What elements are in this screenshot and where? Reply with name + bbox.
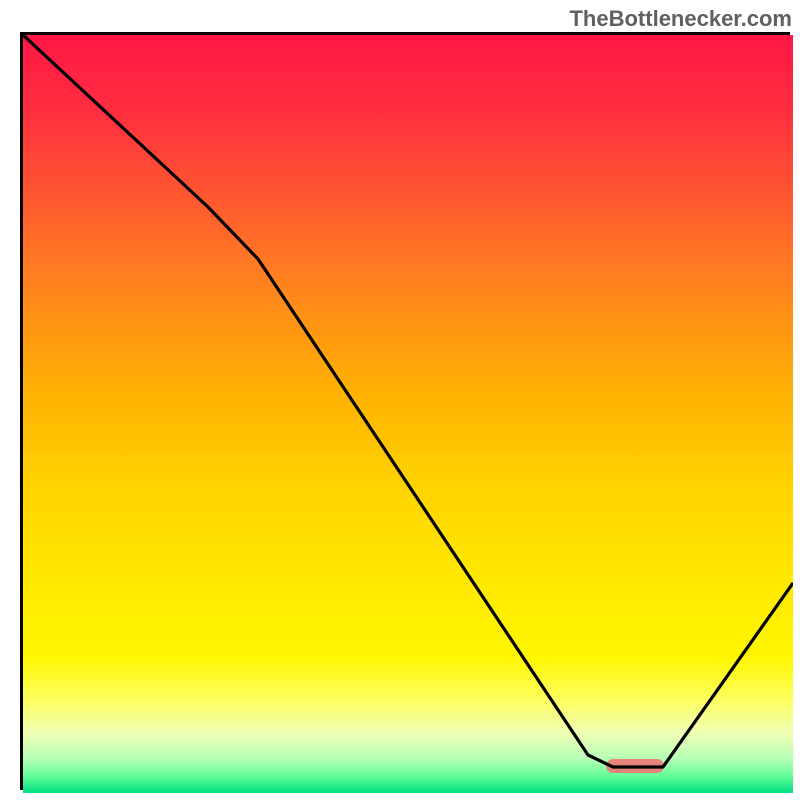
watermark-text: TheBottlenecker.com	[569, 6, 792, 32]
gradient-background	[23, 35, 793, 793]
plot-area	[20, 32, 790, 790]
chart-svg	[23, 35, 793, 793]
chart-container: TheBottlenecker.com	[0, 0, 800, 800]
